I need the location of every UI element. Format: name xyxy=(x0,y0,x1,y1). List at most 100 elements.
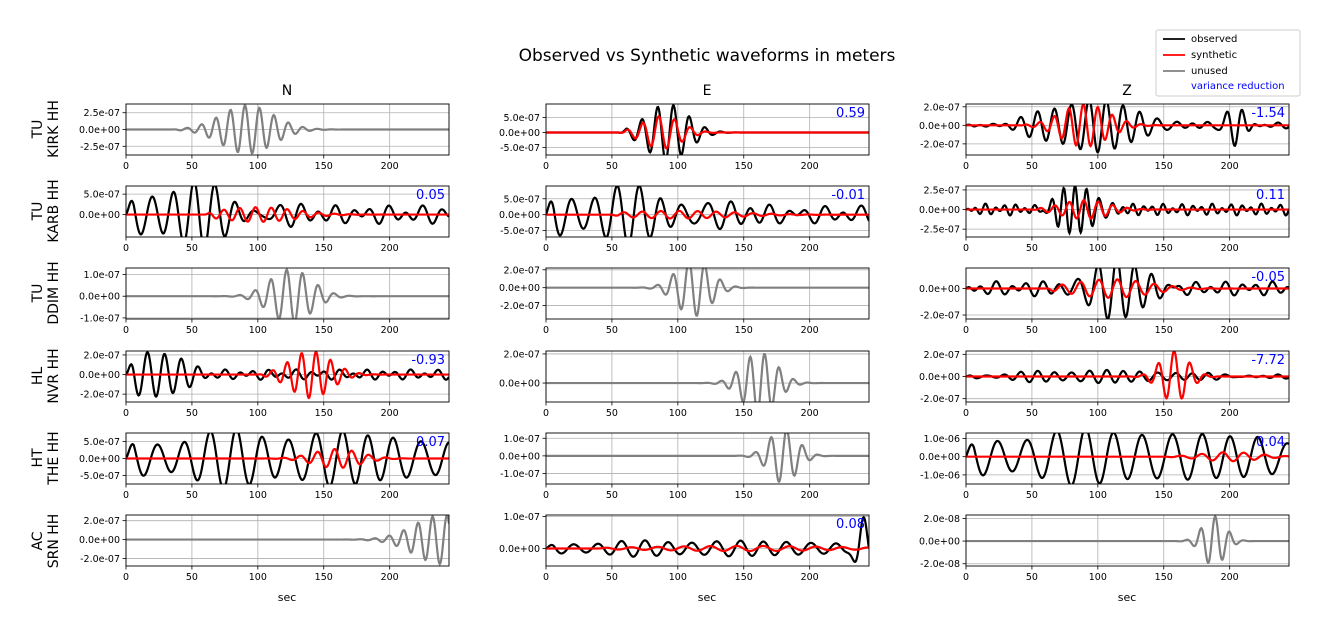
x-tick-label: 50 xyxy=(186,161,198,172)
x-tick-label: 100 xyxy=(249,325,267,336)
unused-trace xyxy=(546,268,869,317)
network-label: TU xyxy=(30,202,46,222)
y-tick-label: 0.0e+00 xyxy=(79,454,120,465)
panel-frame xyxy=(545,514,870,567)
x-tick-label: 100 xyxy=(1089,490,1107,501)
observed-trace xyxy=(966,186,1289,236)
legend-vr-label: variance reduction xyxy=(1191,81,1285,92)
y-tick-label: 2.5e-07 xyxy=(84,108,120,119)
x-axis-label-z: sec xyxy=(1118,591,1137,604)
x-tick-label: 0 xyxy=(963,572,969,583)
waveform-panel: 0 50 100 150 200 0.0e+00 -2.0e-07 -0.05 xyxy=(919,267,1290,336)
y-tick-label: -2.0e-07 xyxy=(80,390,120,401)
x-tick-label: 150 xyxy=(1155,572,1173,583)
x-tick-label: 50 xyxy=(186,572,198,583)
x-tick-label: 0 xyxy=(123,325,129,336)
y-tick-label: -1.0e-06 xyxy=(920,470,960,481)
x-tick-label: 100 xyxy=(669,243,687,254)
x-tick-label: 0 xyxy=(543,243,549,254)
legend: observed synthetic unused variance reduc… xyxy=(1155,29,1301,97)
waveform-panel: 0 50 100 150 200 2.0e-08 0.0e+00 -2.0e-08 xyxy=(919,514,1290,583)
x-tick-label: 0 xyxy=(123,408,129,419)
synthetic-trace xyxy=(546,114,869,150)
y-tick-label: 0.0e+00 xyxy=(79,125,120,136)
panel-frame xyxy=(545,267,870,320)
synthetic-trace xyxy=(966,278,1289,299)
x-tick-label: 150 xyxy=(1155,161,1173,172)
y-tick-label: 0.0e+00 xyxy=(919,284,960,295)
x-tick-label: 100 xyxy=(669,490,687,501)
y-tick-label: 0.0e+00 xyxy=(79,292,120,303)
x-tick-label: 50 xyxy=(1026,243,1038,254)
legend-observed-label: observed xyxy=(1191,34,1237,45)
x-tick-label: 50 xyxy=(1026,490,1038,501)
panel-frame xyxy=(125,350,450,403)
waveform-panel: 0 50 100 150 200 5.0e-07 0.0e+00 -5.0e-07 0.59 xyxy=(499,103,870,172)
station-label: KARB HH xyxy=(46,179,62,242)
synthetic-trace xyxy=(126,447,449,469)
panel-frame xyxy=(965,514,1290,567)
x-tick-label: 200 xyxy=(1221,572,1239,583)
x-axis-label-e: sec xyxy=(698,591,717,604)
station-label: THE HH xyxy=(46,431,62,485)
x-tick-label: 200 xyxy=(1221,408,1239,419)
y-tick-label: 5.0e-07 xyxy=(504,194,540,205)
x-tick-label: 0 xyxy=(963,408,969,419)
variance-reduction-label: -0.01 xyxy=(831,188,865,203)
x-tick-label: 200 xyxy=(381,325,399,336)
x-tick-label: 50 xyxy=(1026,572,1038,583)
y-tick-label: 2.5e-07 xyxy=(924,185,960,196)
x-tick-label: 0 xyxy=(543,161,549,172)
variance-reduction-label: -7.72 xyxy=(1251,353,1285,368)
y-tick-label: 5.0e-07 xyxy=(84,190,120,201)
y-tick-label: 0.0e+00 xyxy=(499,210,540,221)
y-tick-label: 2.0e-07 xyxy=(504,349,540,360)
x-tick-label: 100 xyxy=(669,161,687,172)
x-tick-label: 100 xyxy=(249,161,267,172)
unused-trace xyxy=(126,104,449,155)
panel-background xyxy=(966,433,1289,484)
network-label: AC xyxy=(30,531,46,550)
y-tick-label: -1.0e-07 xyxy=(80,313,120,324)
x-tick-label: 100 xyxy=(669,325,687,336)
x-tick-label: 50 xyxy=(606,161,618,172)
station-label: SRN HH xyxy=(46,514,62,569)
y-tick-label: 0.0e+00 xyxy=(919,452,960,463)
column-title-n: N xyxy=(282,83,292,99)
x-tick-label: 0 xyxy=(543,408,549,419)
x-tick-label: 200 xyxy=(801,161,819,172)
y-tick-label: 0.0e+00 xyxy=(79,535,120,546)
chart-title: Observed vs Synthetic waveforms in meter… xyxy=(519,46,896,66)
y-tick-label: -2.5e-07 xyxy=(920,225,960,236)
x-tick-label: 200 xyxy=(381,490,399,501)
y-tick-label: -1.0e-07 xyxy=(500,469,540,480)
synthetic-trace xyxy=(966,451,1289,463)
panel-frame xyxy=(965,432,1290,485)
panel-background xyxy=(546,351,869,402)
waveform-panel: 0 50 100 150 200 2.5e-07 0.0e+00 -2.5e-07 0.11 xyxy=(919,185,1290,254)
variance-reduction-label: -1.54 xyxy=(1251,106,1285,121)
x-tick-label: 200 xyxy=(381,572,399,583)
y-tick-label: 2.0e-07 xyxy=(84,516,120,527)
network-label: HT xyxy=(30,448,46,468)
panel-frame xyxy=(125,267,450,320)
x-tick-label: 150 xyxy=(315,243,333,254)
x-tick-label: 50 xyxy=(606,408,618,419)
y-tick-label: -2.0e-07 xyxy=(920,311,960,322)
x-tick-label: 200 xyxy=(381,161,399,172)
x-tick-label: 0 xyxy=(543,325,549,336)
x-tick-label: 150 xyxy=(315,408,333,419)
station-labels: TU KIRK HH TU KARB HH TU DDIM HH HL NVR … xyxy=(30,100,62,568)
panel-frame xyxy=(965,185,1290,238)
x-tick-label: 50 xyxy=(606,325,618,336)
y-tick-label: 0.0e+00 xyxy=(499,128,540,139)
panel-frame xyxy=(125,185,450,238)
x-tick-label: 0 xyxy=(543,490,549,501)
x-tick-label: 150 xyxy=(315,572,333,583)
synthetic-trace xyxy=(966,104,1289,148)
x-tick-label: 200 xyxy=(381,408,399,419)
x-tick-label: 150 xyxy=(315,325,333,336)
observed-trace xyxy=(966,268,1289,319)
x-tick-label: 150 xyxy=(1155,325,1173,336)
